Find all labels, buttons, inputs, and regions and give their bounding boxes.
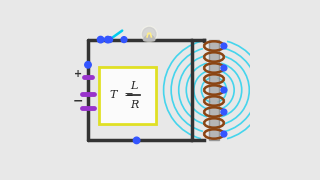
Circle shape — [105, 36, 111, 43]
Circle shape — [133, 137, 140, 144]
Circle shape — [107, 37, 113, 42]
Circle shape — [142, 27, 156, 41]
Circle shape — [221, 43, 227, 49]
Text: +: + — [74, 69, 82, 79]
Circle shape — [221, 65, 227, 71]
Circle shape — [141, 26, 157, 42]
FancyBboxPatch shape — [209, 40, 220, 140]
FancyBboxPatch shape — [99, 67, 156, 124]
Wedge shape — [144, 35, 155, 40]
Circle shape — [85, 62, 91, 68]
Text: −: − — [73, 94, 83, 107]
Circle shape — [121, 37, 127, 42]
Text: L: L — [130, 80, 138, 91]
Circle shape — [221, 109, 227, 115]
Text: R: R — [130, 100, 138, 110]
Text: T  =: T = — [110, 90, 137, 100]
Circle shape — [221, 87, 227, 93]
Circle shape — [97, 36, 104, 43]
Circle shape — [221, 131, 227, 137]
